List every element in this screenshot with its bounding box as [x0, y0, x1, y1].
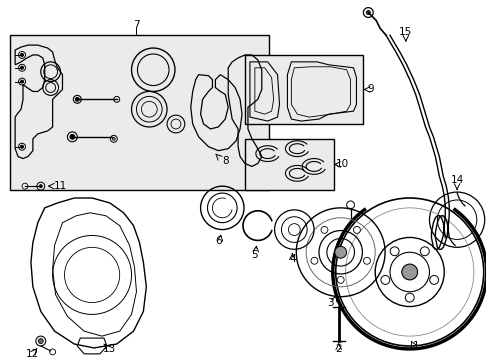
Circle shape [401, 264, 417, 280]
Text: 13: 13 [103, 344, 116, 354]
Circle shape [70, 134, 75, 139]
Circle shape [38, 339, 43, 343]
Text: 9: 9 [366, 85, 373, 94]
Bar [10, 35, 268, 190]
Text: 1: 1 [411, 341, 418, 351]
Bar [244, 139, 333, 190]
Circle shape [420, 247, 428, 256]
Circle shape [20, 80, 23, 83]
Text: 6: 6 [215, 237, 221, 246]
Circle shape [429, 275, 438, 284]
Text: 3: 3 [327, 298, 333, 307]
Circle shape [334, 246, 346, 258]
Circle shape [20, 54, 23, 57]
Circle shape [320, 226, 327, 233]
Circle shape [310, 257, 317, 264]
Text: 12: 12 [26, 349, 40, 359]
Circle shape [112, 137, 115, 140]
Text: 2: 2 [335, 344, 341, 354]
Circle shape [380, 275, 389, 284]
Circle shape [363, 257, 369, 264]
Circle shape [39, 185, 42, 188]
Circle shape [389, 247, 398, 256]
Text: 4: 4 [288, 254, 295, 264]
Bar [244, 55, 363, 124]
Text: 5: 5 [251, 250, 258, 260]
Text: 15: 15 [398, 27, 411, 37]
Circle shape [20, 145, 23, 148]
Text: 7: 7 [133, 21, 140, 30]
Text: 11: 11 [54, 181, 67, 191]
Text: 8: 8 [222, 156, 228, 166]
Circle shape [75, 97, 79, 101]
Text: 14: 14 [449, 175, 463, 185]
Circle shape [353, 226, 360, 233]
Circle shape [337, 276, 344, 283]
Circle shape [366, 10, 369, 14]
Text: 10: 10 [335, 159, 348, 170]
Circle shape [405, 293, 413, 302]
Circle shape [20, 66, 23, 69]
